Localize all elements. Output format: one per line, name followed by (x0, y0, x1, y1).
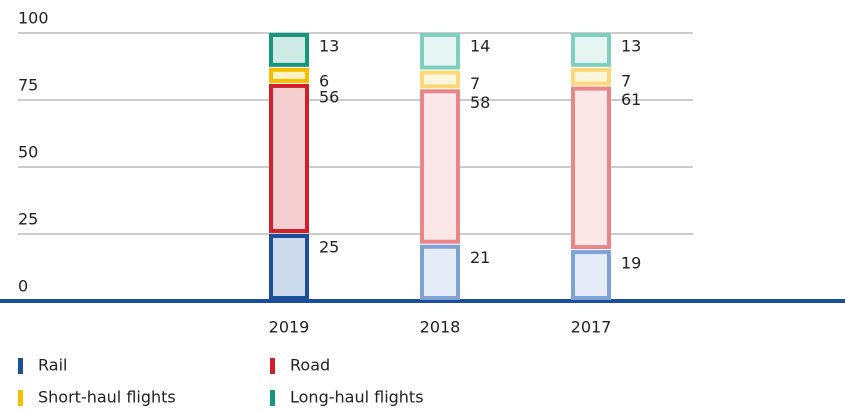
y-tick-label: 0 (18, 277, 28, 296)
x-tick-label: 2018 (420, 318, 461, 337)
bar-segment (420, 89, 460, 244)
data-label: 61 (621, 90, 641, 109)
y-tick-label: 50 (18, 143, 38, 162)
y-tick-label: 75 (18, 76, 38, 95)
data-label: 7 (621, 71, 631, 90)
legend-label: Road (290, 356, 330, 375)
bar-segment (269, 234, 309, 300)
legend-label: Rail (38, 356, 67, 375)
data-label: 58 (470, 93, 490, 112)
legend-swatch (18, 358, 23, 374)
bar-segment (571, 250, 611, 300)
legend-label: Short-haul flights (38, 388, 176, 407)
y-tick-label: 100 (18, 9, 49, 28)
legend-swatch (270, 358, 275, 374)
data-label: 21 (470, 248, 490, 267)
bar-segment (269, 33, 309, 67)
bar-segment (420, 244, 460, 300)
data-label: 56 (319, 87, 339, 106)
x-tick-label: 2017 (571, 318, 612, 337)
data-label: 6 (319, 71, 329, 90)
bar-segment (420, 33, 460, 70)
bar-segment (420, 70, 460, 89)
legend-swatch (270, 390, 275, 406)
bar-segment (269, 83, 309, 233)
data-label: 14 (470, 37, 490, 56)
x-tick-label: 2019 (269, 318, 310, 337)
data-label: 19 (621, 254, 641, 273)
bar-segment (571, 86, 611, 250)
data-label: 13 (319, 37, 339, 56)
data-label: 7 (470, 74, 480, 93)
bar-segment (571, 67, 611, 86)
legend-swatch (18, 390, 23, 406)
bar-segment (571, 33, 611, 67)
y-tick-label: 25 (18, 210, 38, 229)
data-label: 25 (319, 238, 339, 257)
legend-label: Long-haul flights (290, 388, 424, 407)
data-label: 13 (621, 37, 641, 56)
bar-segment (269, 67, 309, 83)
